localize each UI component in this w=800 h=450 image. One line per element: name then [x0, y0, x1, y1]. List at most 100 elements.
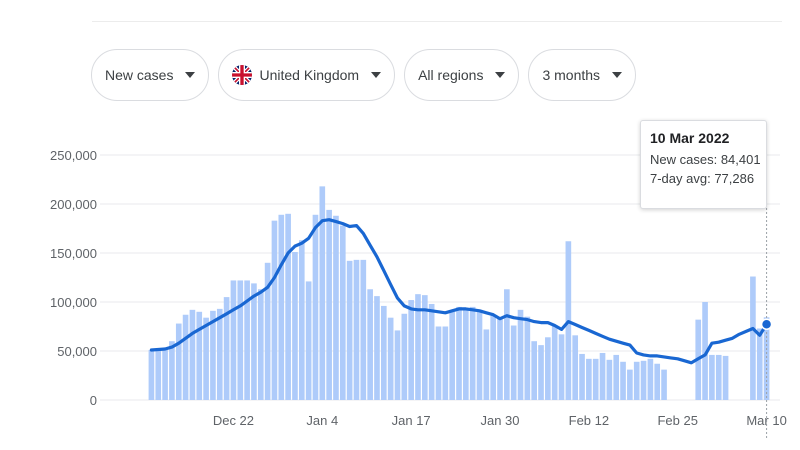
- tooltip-avg-label: 7-day avg:: [650, 171, 711, 186]
- bar: [394, 330, 401, 400]
- caret-down-icon: [185, 72, 196, 78]
- bar: [538, 345, 544, 400]
- bar: [387, 317, 394, 400]
- metric-dropdown-label: New cases: [105, 67, 174, 83]
- bar: [230, 280, 237, 400]
- bar: [189, 309, 196, 400]
- data-tooltip: 10 Mar 2022 New cases: 84,401 7-day avg:…: [640, 120, 767, 209]
- bar: [572, 335, 579, 400]
- uk-flag-icon: [232, 65, 253, 85]
- bar: [360, 259, 367, 400]
- x-tick-label: Feb 25: [657, 413, 697, 428]
- bar: [613, 354, 620, 400]
- bar: [750, 276, 756, 400]
- y-tick-label: 100,000: [50, 295, 97, 310]
- bar: [148, 350, 155, 400]
- bar: [756, 328, 763, 400]
- bar: [292, 252, 298, 400]
- bar: [620, 361, 626, 400]
- tooltip-avg-value: 77,286: [714, 171, 755, 186]
- filter-bar: New cases United Kingdom All regions 3 m…: [91, 49, 637, 101]
- region-dropdown[interactable]: All regions: [404, 49, 520, 101]
- bar: [271, 220, 278, 400]
- bar: [469, 306, 476, 400]
- bar: [203, 317, 209, 400]
- bar: [715, 354, 722, 400]
- caret-down-icon: [495, 72, 506, 78]
- range-dropdown[interactable]: 3 months: [528, 49, 637, 101]
- tooltip-cases-label: New cases:: [650, 152, 718, 167]
- bar: [333, 215, 339, 400]
- bar: [551, 325, 558, 400]
- bar: [510, 325, 517, 400]
- region-dropdown-label: All regions: [418, 67, 484, 83]
- bar: [380, 305, 387, 400]
- bar: [763, 317, 770, 400]
- bar: [483, 329, 490, 400]
- bar: [702, 302, 708, 400]
- bar: [162, 350, 168, 400]
- bar: [305, 281, 312, 400]
- bar: [251, 283, 257, 400]
- bar: [579, 353, 585, 400]
- bar: [476, 309, 483, 400]
- bar: [640, 360, 647, 400]
- bar: [545, 337, 551, 400]
- bar: [627, 369, 633, 400]
- bar: [182, 314, 189, 400]
- y-tick-label: 200,000: [50, 197, 97, 212]
- metric-dropdown[interactable]: New cases: [91, 49, 210, 101]
- y-tick-label: 150,000: [50, 246, 97, 261]
- bar: [661, 369, 667, 400]
- bar: [456, 306, 462, 400]
- bar: [244, 280, 250, 400]
- bar: [504, 289, 510, 400]
- bar: [558, 334, 565, 400]
- bar: [463, 308, 469, 400]
- caret-down-icon: [612, 72, 623, 78]
- bar: [257, 289, 264, 400]
- x-tick-label: Feb 12: [569, 413, 609, 428]
- bar: [709, 354, 715, 400]
- hover-point: [760, 318, 773, 331]
- bar: [722, 355, 729, 400]
- caret-down-icon: [371, 72, 382, 78]
- bar: [319, 186, 326, 400]
- range-dropdown-label: 3 months: [542, 67, 601, 83]
- bar: [517, 309, 524, 400]
- bar: [326, 209, 332, 400]
- y-axis-labels: 0 50,000 100,000 150,000 200,000 250,000: [50, 148, 97, 408]
- x-tick-label: Jan 4: [306, 413, 338, 428]
- bar: [216, 308, 223, 400]
- y-tick-label: 250,000: [50, 148, 97, 163]
- country-dropdown[interactable]: United Kingdom: [218, 49, 396, 101]
- x-tick-label: Jan 30: [480, 413, 519, 428]
- y-tick-label: 0: [90, 393, 97, 408]
- top-divider: [92, 21, 782, 22]
- bar: [633, 361, 640, 400]
- bar: [298, 240, 305, 400]
- bar: [586, 358, 592, 400]
- bar: [415, 294, 421, 400]
- y-tick-label: 50,000: [57, 344, 97, 359]
- bar: [278, 214, 285, 400]
- tooltip-cases: New cases: 84,401: [650, 152, 761, 167]
- bar: [339, 225, 346, 400]
- hover-marker: [760, 208, 773, 440]
- bar: [196, 311, 203, 400]
- bar: [449, 311, 455, 400]
- bar: [353, 259, 360, 400]
- bar: [606, 359, 613, 400]
- x-tick-label: Dec 22: [213, 413, 254, 428]
- bar: [169, 341, 175, 400]
- bar: [401, 313, 408, 400]
- bar: [223, 297, 230, 400]
- bar: [210, 310, 216, 400]
- bar: [346, 260, 353, 400]
- bar: [237, 280, 244, 400]
- tooltip-date: 10 Mar 2022: [650, 130, 730, 146]
- country-dropdown-label: United Kingdom: [259, 67, 360, 83]
- x-tick-label: Jan 17: [392, 413, 431, 428]
- tooltip-avg: 7-day avg: 77,286: [650, 171, 757, 186]
